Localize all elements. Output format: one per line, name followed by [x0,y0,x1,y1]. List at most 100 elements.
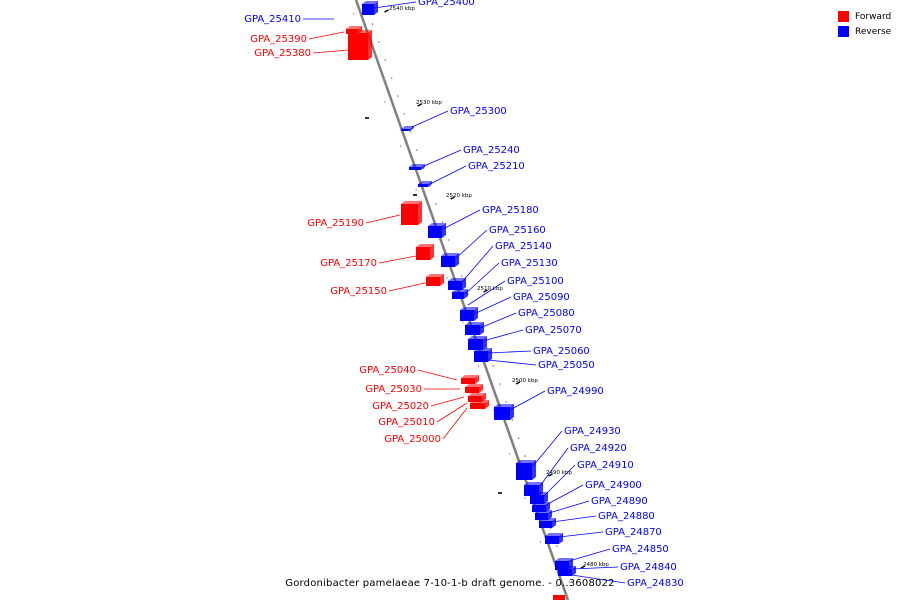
gene-label-gpa_24840[interactable]: GPA_24840 [620,562,677,573]
gene-label-gpa_25300[interactable]: GPA_25300 [450,106,507,117]
gene-label-gpa_25090[interactable]: GPA_25090 [513,292,570,303]
gene-label-gpa_25410[interactable]: GPA_25410 [244,14,301,25]
position-dots [353,5,571,587]
gene-leader-line [436,402,468,423]
position-dot [518,437,520,439]
gene-feature-gpa_24840[interactable] [558,566,576,576]
gene-feature-gpa_25240[interactable] [409,164,425,170]
gene-label-gpa_24890[interactable]: GPA_24890 [591,496,648,507]
gene-label-gpa_25390[interactable]: GPA_25390 [250,34,307,45]
gene-label-gpa_25210[interactable]: GPA_25210 [468,161,525,172]
gene-label-gpa_24920[interactable]: GPA_24920 [570,443,627,454]
tick-mark [483,289,488,293]
gene-leader-line [482,329,524,342]
gene-label-gpa_25060[interactable]: GPA_25060 [533,346,590,357]
gene-leader-line [548,500,590,514]
gene-feature-gpa_24880[interactable] [539,518,556,528]
position-dot [524,497,526,499]
gene-label-gpa_25100[interactable]: GPA_25100 [507,276,564,287]
tick-label: 2490 kbp [546,470,572,476]
gene-label-gpa_25140[interactable]: GPA_25140 [495,241,552,252]
legend-swatch-reverse [838,26,849,37]
gene-label-gpa_24880[interactable]: GPA_24880 [598,511,655,522]
gene-label-gpa_25030[interactable]: GPA_25030 [365,384,422,395]
gene-label-gpa_25000[interactable]: GPA_25000 [384,434,441,445]
gene-feature-gpa_25190[interactable] [401,201,422,225]
gene-feature-gpa_24870[interactable] [545,533,563,544]
position-dot [378,41,380,43]
gene-feature-gpa_25080[interactable] [465,322,484,335]
position-dot [555,585,557,587]
gene-label-gpa_25380[interactable]: GPA_25380 [254,48,311,59]
gene-leader-line [558,531,604,538]
position-dot [462,321,464,323]
gene-label-gpa_24990[interactable]: GPA_24990 [547,386,604,397]
position-dot [399,145,402,147]
gene-leader-line [487,350,532,354]
gene-leader-line [442,407,468,440]
gene-leader-line [509,390,546,411]
position-dot [384,101,386,103]
gene-label-gpa_25010[interactable]: GPA_25010 [378,417,435,428]
legend-label-reverse: Reverse [855,26,892,37]
gene-feature-gpa_25180[interactable] [428,223,446,238]
position-dot [498,383,501,385]
gene-feature-gpa_25060[interactable] [474,348,492,362]
gene-label-gpa_24930[interactable]: GPA_24930 [564,426,621,437]
gene-label-gpa_25150[interactable]: GPA_25150 [330,286,387,297]
gene-feature-gpa_25070[interactable] [468,336,487,350]
gene-feature-gpa_24930[interactable] [516,460,536,480]
gene-feature-gpa_25160[interactable] [441,253,459,267]
position-dot [397,95,399,97]
gene-label-gpa_24850[interactable]: GPA_24850 [612,544,669,555]
gene-label-gpa_25080[interactable]: GPA_25080 [518,308,575,319]
gene-label-gpa_25160[interactable]: GPA_25160 [489,225,546,236]
gene-feature-gpa_25030[interactable] [465,384,483,393]
gene-leader-line [467,280,506,306]
gene-feature-gpa_24990[interactable] [494,404,514,420]
gene-leader-line [308,31,345,40]
gene-feature-gpa_25090[interactable] [460,307,478,321]
gene-feature-gpa_25020[interactable] [468,393,486,402]
gene-feature-gpa_25150[interactable] [426,274,444,286]
position-dot [371,23,374,25]
gene-feature-gpa_25170[interactable] [416,244,434,260]
gene-leader-line [479,312,517,329]
gene-leader-line [571,574,626,584]
gene-label-gpa_25130[interactable]: GPA_25130 [501,258,558,269]
gene-label-gpa_25070[interactable]: GPA_25070 [525,325,582,336]
gene-feature-gpa_25130[interactable] [452,289,468,299]
legend-item-reverse: Reverse [838,24,891,39]
position-dot [353,13,355,15]
position-dot [403,113,406,115]
gene-label-gpa_25040[interactable]: GPA_25040 [359,365,416,376]
gene-label-gpa_25170[interactable]: GPA_25170 [320,258,377,269]
gene-feature-gpa_25010[interactable] [470,400,489,409]
gene-feature-gpa_25140[interactable] [448,278,466,290]
gene-label-gpa_24830[interactable]: GPA_24830 [627,578,684,589]
gene-label-gpa_25020[interactable]: GPA_25020 [372,401,429,412]
gene-label-gpa_25050[interactable]: GPA_25050 [538,360,595,371]
tick-mark [515,381,521,385]
tick-label: 2530 kbp [416,100,442,106]
gene-feature-gpa_25040[interactable] [461,375,479,384]
position-dot [441,221,444,223]
position-dot [524,455,526,457]
gene-label-gpa_25180[interactable]: GPA_25180 [482,205,539,216]
gene-leader-line [373,1,417,9]
gene-leader-line [417,369,458,381]
position-dot [568,581,571,583]
gene-label-gpa_24870[interactable]: GPA_24870 [605,527,662,538]
gene-leader-line [388,282,426,292]
gene-label-gpa_24900[interactable]: GPA_24900 [585,480,642,491]
gene-label-gpa_25190[interactable]: GPA_25190 [307,218,364,229]
gene-feature-gpa_25380[interactable] [348,30,372,60]
genome-title: Gordonibacter pamelaeae 7-10-1-b draft g… [285,578,615,589]
position-dot [435,203,437,205]
gene-feature-gpa_25300[interactable] [401,126,414,131]
gene-label-gpa_25240[interactable]: GPA_25240 [463,145,520,156]
gene-label-gpa_25400[interactable]: GPA_25400 [418,0,475,8]
position-dot [539,541,542,543]
gene-label-gpa_24910[interactable]: GPA_24910 [577,460,634,471]
gene-leader-line [539,447,569,487]
